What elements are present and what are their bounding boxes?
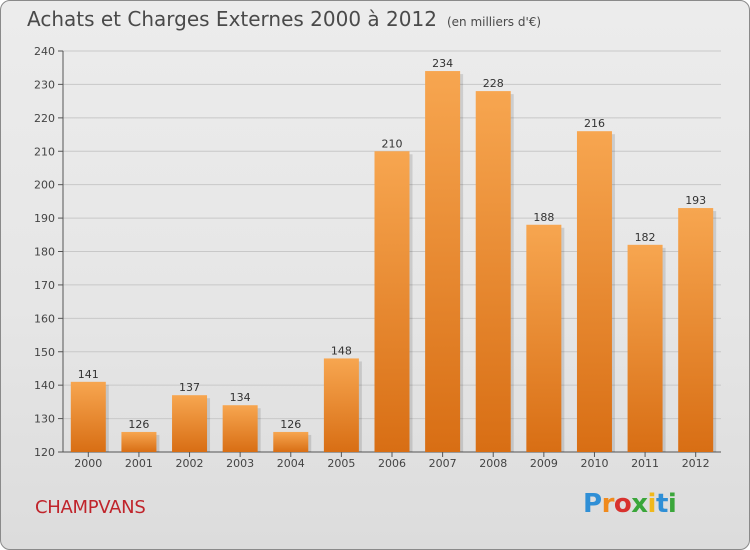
data-label: 193 [685,194,706,207]
y-tick-label: 130 [34,413,55,426]
bar [273,431,309,452]
logo-letter: x [631,489,648,519]
bar [678,208,714,452]
bar [425,71,461,453]
x-tick-label: 2004 [277,457,305,470]
y-tick-label: 230 [34,78,55,91]
data-label: 137 [179,381,200,394]
bars [70,71,717,453]
chart-subtitle: (en milliers d'€) [446,15,542,29]
proxiti-logo: Proxiti [583,489,677,519]
x-tick-label: 2006 [378,457,406,470]
bar [627,244,663,452]
logo-letter: o [613,489,632,519]
bar [374,151,410,452]
bar [576,131,612,452]
logo-letter: i [667,489,677,519]
bar [70,381,106,452]
x-tick-label: 2007 [429,457,457,470]
chart-title-text: Achats et Charges Externes 2000 à 2012 [27,7,437,31]
y-tick-label: 180 [34,246,55,259]
x-tick-label: 2003 [226,457,254,470]
bar [475,91,511,452]
bar [222,405,258,452]
logo-letter: r [601,489,615,519]
bar [121,431,157,452]
y-tick-label: 120 [34,446,55,459]
data-label: 134 [230,391,251,404]
logo-letter: P [583,489,602,519]
data-label: 188 [533,211,554,224]
x-tick-label: 2012 [682,457,710,470]
bar [526,224,562,452]
y-tick-label: 210 [34,145,55,158]
data-label: 228 [483,77,504,90]
bar [323,358,359,452]
y-tick-label: 170 [34,279,55,292]
data-labels: 141 126 137 134 126 148 210 234 228 188 216 182 193 [78,57,706,431]
y-tick-label: 240 [34,45,55,58]
bar [172,395,208,452]
chart-title: Achats et Charges Externes 2000 à 2012 (e… [27,7,541,31]
x-tick-label: 2008 [479,457,507,470]
commune-name: CHAMPVANS [35,497,146,518]
x-tick-label: 2005 [327,457,355,470]
x-tick-label: 2009 [530,457,558,470]
y-tick-labels: 120 130 140 150 160 170 180 190 200 210 220 230 240 [34,45,55,459]
y-tick-label: 150 [34,346,55,359]
data-label: 148 [331,344,352,357]
x-tick-label: 2010 [580,457,608,470]
x-tick-label: 2001 [125,457,153,470]
y-tick-label: 140 [34,379,55,392]
data-label: 182 [635,231,656,244]
y-tick-label: 200 [34,179,55,192]
logo-letter: t [655,489,668,519]
data-label: 216 [584,117,605,130]
y-tick-label: 220 [34,112,55,125]
data-label: 210 [382,137,403,150]
y-tick-label: 160 [34,312,55,325]
logo-letter: i [647,489,657,519]
data-label: 126 [128,418,149,431]
x-tick-label: 2000 [74,457,102,470]
x-tick-labels: 2000 2001 2002 2003 2004 2005 2006 2007 2008 2009… [74,457,709,470]
data-label: 234 [432,57,453,70]
data-label: 141 [78,368,99,381]
x-tick-label: 2002 [176,457,204,470]
y-tick-label: 190 [34,212,55,225]
data-label: 126 [280,418,301,431]
x-tick-label: 2011 [631,457,659,470]
